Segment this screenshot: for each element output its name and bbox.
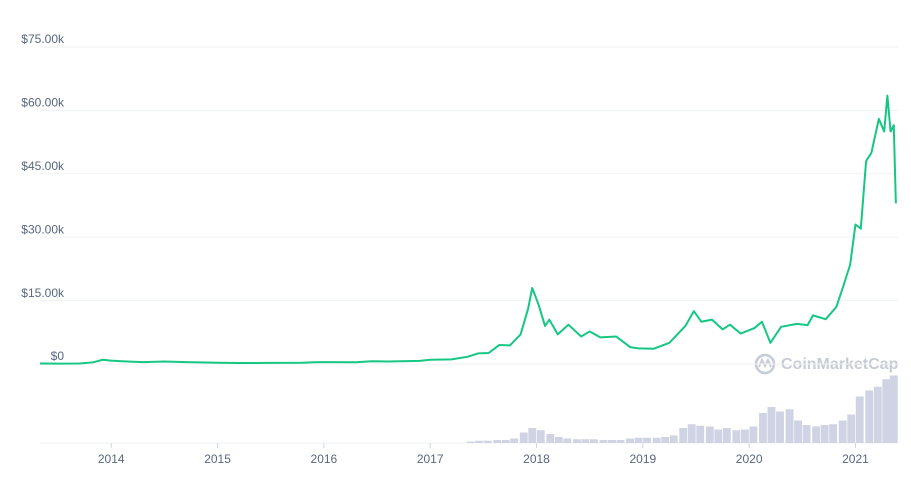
volume-bar — [740, 429, 749, 443]
volume-bar — [812, 426, 821, 443]
volume-bar — [589, 439, 598, 443]
volume-bar — [661, 437, 670, 443]
y-tick-label: $75.00k — [21, 32, 65, 46]
volume-bar — [829, 424, 838, 443]
volume-bar — [652, 437, 661, 443]
volume-bar — [501, 440, 510, 443]
watermark-logo-mark — [758, 357, 772, 369]
y-tick-label: $45.00k — [21, 159, 65, 173]
volume-bar — [855, 396, 864, 443]
volume-bar — [563, 438, 572, 443]
volume-bar — [759, 413, 767, 443]
plot: $0 $15.00k $30.00k $45.00k $60.00k $75.00k 201… — [21, 32, 898, 466]
volume-bar — [687, 424, 696, 443]
volume-bar — [838, 420, 847, 443]
volume-bar — [519, 432, 528, 443]
volume-bar — [847, 414, 856, 443]
volume-bar — [510, 438, 519, 443]
y-tick-label: $15.00k — [21, 286, 65, 300]
volume-bar — [820, 425, 829, 443]
x-tick-label: 2016 — [311, 452, 338, 466]
volume-bar — [776, 411, 784, 443]
x-tick-label: 2014 — [98, 452, 125, 466]
volume-bar — [794, 420, 802, 443]
volume-bar — [732, 430, 741, 443]
volume-bar — [599, 440, 608, 443]
volume-bar — [767, 407, 776, 443]
volume-bar — [546, 434, 555, 443]
volume-bar — [483, 440, 492, 443]
x-tick-label: 2017 — [417, 452, 444, 466]
y-tick-label: $60.00k — [21, 96, 65, 110]
volume-bar — [865, 390, 874, 443]
volume-bar — [528, 428, 537, 443]
volume-bar — [714, 429, 723, 443]
y-tick-label: $30.00k — [21, 222, 65, 236]
x-tick-label: 2021 — [842, 452, 869, 466]
volume-bar — [581, 439, 590, 443]
volume-bar — [696, 425, 705, 443]
x-tick-label: 2020 — [736, 452, 763, 466]
volume-bar — [802, 425, 811, 443]
watermark-text: CoinMarketCap — [781, 356, 899, 373]
x-tick-label: 2015 — [204, 452, 231, 466]
volume-bar — [669, 435, 678, 443]
volume-bar — [466, 441, 475, 443]
volume-bar — [749, 426, 758, 443]
volume-bar — [493, 440, 502, 443]
volume-bar — [705, 426, 714, 443]
volume-bar — [475, 440, 484, 443]
volume-bar — [634, 437, 643, 443]
x-tick-label: 2019 — [629, 452, 656, 466]
volume-bar — [572, 439, 581, 443]
volume-bar — [873, 386, 882, 443]
volume-bar — [889, 375, 898, 443]
volume-bar — [679, 428, 688, 443]
price-line — [39, 94, 897, 365]
volume-bar — [882, 379, 891, 443]
volume-bar — [608, 440, 616, 443]
x-tick-label: 2018 — [523, 452, 550, 466]
volume-bar — [785, 409, 794, 443]
volume-bar — [554, 437, 563, 443]
volume-bar — [626, 438, 635, 443]
volume-bar — [616, 440, 625, 443]
y-tick-label: $0 — [51, 349, 65, 363]
volume-bar — [536, 430, 545, 443]
volume-bar — [643, 437, 652, 443]
volume-bar — [722, 428, 731, 443]
